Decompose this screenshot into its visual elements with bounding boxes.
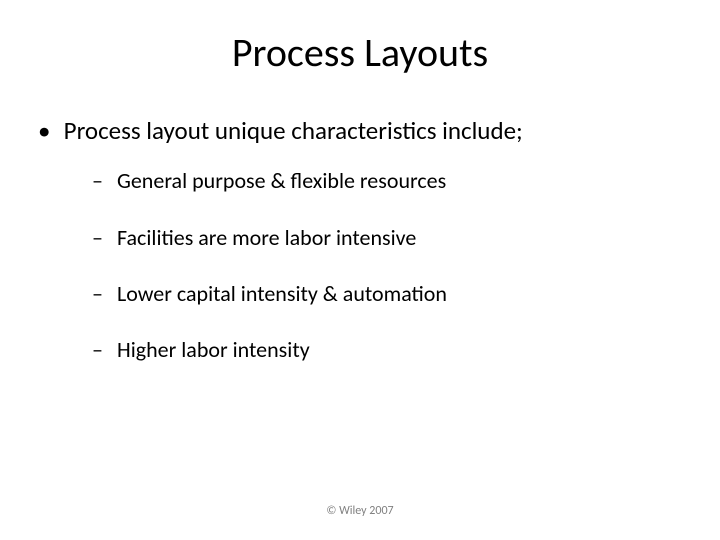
copyright-footer: © Wiley 2007 [0, 504, 720, 518]
bullet-dash-icon: – [92, 168, 112, 194]
bullet-level2-text: Facilities are more labor intensive [117, 225, 416, 251]
bullet-level2-text: General purpose & flexible resources [117, 168, 446, 194]
slide-body: • Process layout unique characteristics … [38, 115, 682, 394]
slide: Process Layouts • Process layout unique … [0, 0, 720, 540]
sub-bullet-list: – General purpose & flexible resources –… [92, 168, 682, 364]
bullet-level1: • Process layout unique characteristics … [38, 115, 682, 146]
bullet-level2: – Facilities are more labor intensive [92, 225, 682, 251]
bullet-dash-icon: – [92, 337, 112, 363]
bullet-level2: – Higher labor intensity [92, 337, 682, 363]
bullet-level2-text: Lower capital intensity & automation [117, 281, 447, 307]
bullet-level2-text: Higher labor intensity [117, 337, 310, 363]
bullet-dash-icon: – [92, 281, 112, 307]
bullet-dot-icon: • [38, 115, 58, 146]
slide-title: Process Layouts [0, 28, 720, 77]
bullet-level2: – Lower capital intensity & automation [92, 281, 682, 307]
bullet-level1-text: Process layout unique characteristics in… [64, 115, 523, 146]
bullet-dash-icon: – [92, 225, 112, 251]
bullet-level2: – General purpose & flexible resources [92, 168, 682, 194]
